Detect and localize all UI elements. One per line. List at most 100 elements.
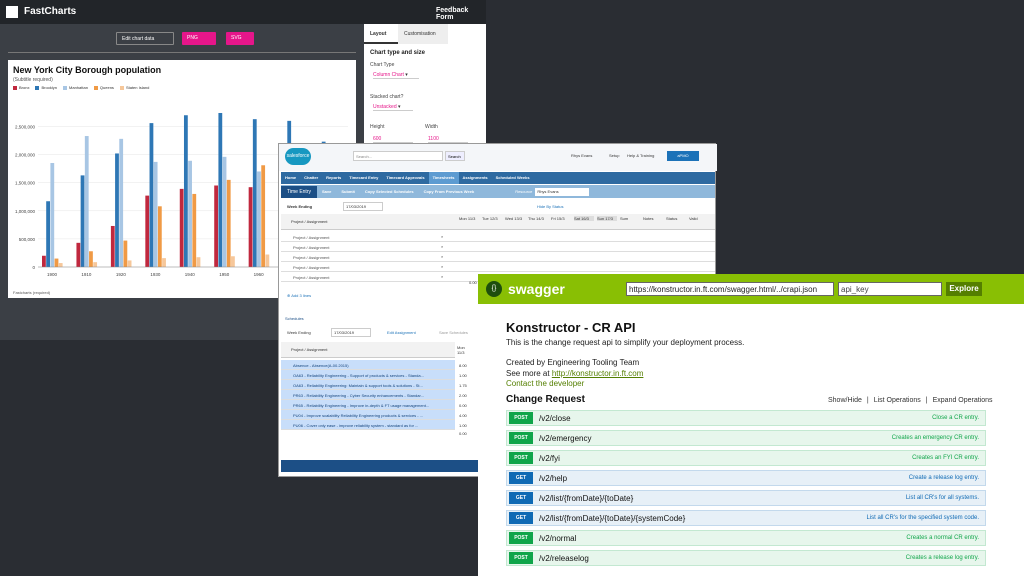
schedule-row[interactable]: OA63 - Reliability Engineering: Maintain… — [281, 380, 455, 390]
nav-tab[interactable]: Assignments — [462, 175, 488, 180]
endpoint-row[interactable]: GET/v2/help Create a release log entry. — [506, 470, 986, 486]
endpoint-summary: Creates a normal CR entry. — [906, 535, 979, 541]
week-ending-input[interactable]: 17/03/2019 — [343, 202, 383, 211]
save-button[interactable]: Save — [321, 189, 332, 194]
setup-link[interactable]: Setup — [609, 153, 620, 158]
tab-layout[interactable]: Layout — [364, 24, 398, 44]
app-switcher[interactable]: aPMO — [667, 151, 699, 161]
nav-tab[interactable]: Timecard Entry — [349, 175, 379, 180]
project-row[interactable]: Project / Assignment ⌕ — [281, 262, 715, 272]
stacked-select[interactable]: Unstacked ▾ — [373, 104, 413, 111]
width-input[interactable]: 1100 — [428, 136, 468, 143]
legend-item: Brooklyn — [35, 85, 57, 90]
explore-button[interactable]: Explore — [946, 282, 982, 296]
schedule-name: PU06 - Cover only ease - improve reliabi… — [293, 423, 419, 428]
search-icon[interactable]: ⌕ — [441, 274, 444, 279]
hide-by-status-link[interactable]: Hide By Status — [537, 204, 564, 209]
user-menu[interactable]: Rhys Evans — [571, 153, 593, 158]
day-header: Notes — [643, 216, 654, 221]
day-header: Wed 13/3 — [505, 216, 523, 221]
project-row[interactable]: Project / Assignment ⌕ — [281, 252, 715, 262]
ops-link[interactable]: Show/Hide — [828, 397, 862, 404]
endpoint-path[interactable]: /v2/fyi — [539, 453, 560, 463]
see-more-label: See more at — [506, 369, 550, 378]
sched-total: 0.00 — [459, 431, 467, 436]
endpoint-path[interactable]: /v2/list/{fromDate}/{toDate}/{systemCode… — [539, 513, 686, 523]
search-icon[interactable]: ⌕ — [441, 264, 444, 269]
endpoint-path[interactable]: /v2/close — [539, 413, 571, 423]
time-entry-title: Time Entry — [281, 185, 317, 198]
ops-link[interactable]: List Operations — [873, 397, 921, 404]
edit-chart-data-button[interactable]: Edit chart data — [116, 32, 174, 45]
project-input[interactable]: Project / Assignment — [293, 275, 330, 280]
search-input[interactable]: Search... — [353, 151, 443, 161]
schedule-row[interactable]: PU04 - Improve scalability Reliability E… — [281, 410, 455, 420]
ops-link[interactable]: Expand Operations — [932, 397, 993, 404]
nav-tab[interactable]: Home — [285, 175, 297, 180]
http-verb-badge: POST — [509, 432, 533, 444]
schedule-value: 4.00 — [459, 413, 467, 418]
endpoint-row[interactable]: POST/v2/emergency Creates an emergency CR… — [506, 430, 986, 446]
api-key-input[interactable]: api_key — [838, 282, 942, 296]
copy-previous-button[interactable]: Copy From Previous Week — [423, 189, 475, 194]
x-tick-label: 1920 — [116, 272, 127, 277]
endpoint-row[interactable]: POST/v2/close Close a CR entry. — [506, 410, 986, 426]
search-icon[interactable]: ⌕ — [441, 234, 444, 239]
endpoint-row[interactable]: GET/v2/list/{fromDate}/{toDate} List all … — [506, 490, 986, 506]
schedule-row[interactable]: OA63 - Reliability Engineering - Support… — [281, 370, 455, 380]
url-input[interactable]: https://konstructor.in.ft.com/swagger.ht… — [626, 282, 834, 296]
bar — [50, 163, 55, 267]
search-icon[interactable]: ⌕ — [441, 244, 444, 249]
add-lines-control[interactable]: ⊕ Add 3 lines — [287, 293, 311, 298]
chart-type-select[interactable]: Column Chart ▾ — [373, 72, 419, 79]
group-title[interactable]: Change Request — [506, 394, 585, 405]
api-link[interactable]: http://konstructor.in.ft.com — [551, 369, 644, 378]
tab-customisation[interactable]: Customisation — [398, 24, 448, 44]
endpoint-row[interactable]: POST/v2/fyi Creates an FYI CR entry. — [506, 450, 986, 466]
endpoint-path[interactable]: /v2/releaselog — [539, 553, 589, 563]
schedule-row[interactable]: Absence - Absence(A-00.2015) — [281, 360, 455, 370]
edit-assignment-link[interactable]: Edit Assignment — [387, 330, 416, 335]
copy-selected-button[interactable]: Copy Selected Schedules — [364, 189, 414, 194]
project-input[interactable]: Project / Assignment — [293, 245, 330, 250]
endpoint-path[interactable]: /v2/emergency — [539, 433, 592, 443]
search-icon[interactable]: ⌕ — [441, 254, 444, 259]
height-input[interactable]: 600 — [373, 136, 413, 143]
endpoint-path[interactable]: /v2/help — [539, 473, 568, 483]
project-input[interactable]: Project / Assignment — [293, 265, 330, 270]
project-input[interactable]: Project / Assignment — [293, 235, 330, 240]
add-count[interactable]: 3 — [299, 293, 302, 298]
salesforce-logo[interactable]: salesforce — [285, 148, 311, 165]
nav-tab[interactable]: Chatter — [304, 175, 319, 180]
nav-tab[interactable]: Timesheets — [428, 172, 459, 184]
help-link[interactable]: Help & Training — [627, 153, 655, 158]
search-button[interactable]: Search — [445, 151, 465, 161]
sched-week-input[interactable]: 17/03/2019 — [331, 328, 371, 337]
salesforce-header: salesforce Search... Search Rhys Evans S… — [279, 144, 717, 171]
schedule-row[interactable]: PU06 - Cover only ease - improve reliabi… — [281, 420, 455, 430]
feedback-link[interactable]: Feedback Form — [436, 7, 469, 21]
schedule-row[interactable]: PR65 - Reliability Engineering - Improve… — [281, 400, 455, 410]
download-png-button[interactable]: PNG — [182, 32, 216, 45]
save-schedules-button[interactable]: Save Schedules — [439, 330, 468, 335]
nav-tab[interactable]: Scheduled Weeks — [495, 175, 530, 180]
endpoint-path[interactable]: /v2/normal — [539, 533, 577, 543]
contact-link[interactable]: Contact the developer — [506, 379, 585, 388]
nav-tab[interactable]: Reports — [326, 175, 342, 180]
endpoint-path[interactable]: /v2/list/{fromDate}/{toDate} — [539, 493, 634, 503]
schedule-row[interactable]: PR63 - Reliability Engineering - Cyber S… — [281, 390, 455, 400]
width-label: Width — [425, 124, 438, 130]
download-svg-button[interactable]: SVG — [226, 32, 254, 45]
legend-item: Bronx — [13, 85, 29, 90]
project-input[interactable]: Project / Assignment — [293, 255, 330, 260]
swagger-logo-icon: {} — [486, 281, 502, 297]
submit-button[interactable]: Submit — [341, 189, 355, 194]
nav-tab[interactable]: Timecard Approvals — [386, 175, 425, 180]
project-row[interactable]: Project / Assignment ⌕ — [281, 242, 715, 252]
endpoint-row[interactable]: GET/v2/list/{fromDate}/{toDate}/{systemC… — [506, 510, 986, 526]
project-row[interactable]: Project / Assignment ⌕ — [281, 232, 715, 242]
endpoint-row[interactable]: POST/v2/releaselog Creates a release log … — [506, 550, 986, 566]
endpoint-row[interactable]: POST/v2/normal Creates a normal CR entry. — [506, 530, 986, 546]
bar — [162, 258, 166, 267]
resource-input[interactable]: Rhys Evans — [535, 187, 590, 196]
